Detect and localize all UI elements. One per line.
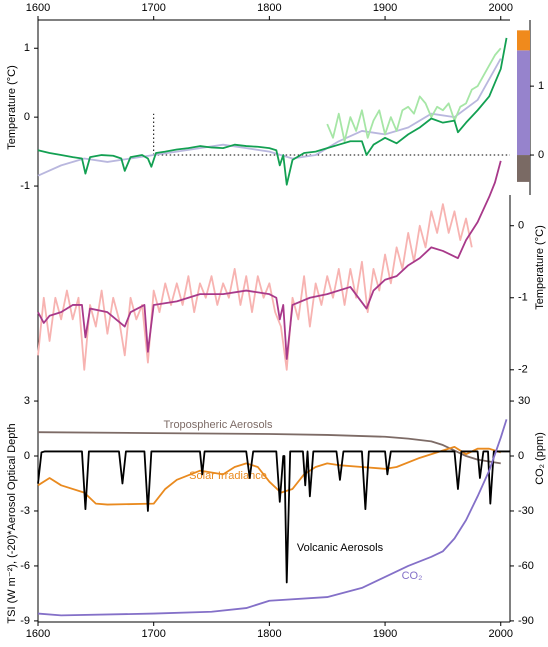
y-tick-label: 3	[24, 395, 30, 407]
series-line	[37, 450, 510, 584]
series-line	[37, 445, 502, 506]
series-line	[37, 160, 502, 360]
y-tick-label: -1	[518, 292, 528, 304]
y2-tick-label: 0	[538, 149, 544, 161]
y2-tick-label: 1	[538, 80, 544, 92]
x-tick-label: 1800	[257, 2, 281, 14]
y-axis-label: Temperature (°C)	[534, 225, 546, 309]
x-tick-label: 1900	[373, 2, 397, 14]
series-line	[37, 203, 473, 371]
y-tick-label: -3	[20, 505, 30, 517]
y-tick-label: 0	[518, 220, 524, 232]
series-label: Volcanic Aerosols	[297, 542, 384, 554]
y-tick-label: -2	[518, 364, 528, 376]
x-tick-label: 1700	[141, 2, 165, 14]
y2-tick-label: 0	[518, 450, 524, 462]
y2-tick-label: -90	[518, 615, 534, 627]
bar-segment	[517, 50, 530, 156]
series-label: Solar Irradiance	[189, 470, 267, 482]
y-axis-label: Temperature (°C)	[6, 65, 18, 149]
y2-tick-label: -60	[518, 560, 534, 572]
x-tick-label: 1600	[26, 2, 50, 14]
y-axis-label: TSI (W m⁻²), (-20)*Aerosol Optical Depth	[6, 423, 18, 623]
y2-tick-label: -30	[518, 505, 534, 517]
y-tick-label: -6	[20, 560, 30, 572]
bar-segment	[517, 30, 530, 51]
bar-segment	[517, 155, 530, 182]
x-tick-label: 2000	[489, 628, 513, 640]
y-tick-label: -1	[20, 180, 30, 192]
y-tick-label: 0	[24, 450, 30, 462]
x-tick-label: 1600	[26, 628, 50, 640]
x-tick-label: 1800	[257, 628, 281, 640]
series-line	[37, 37, 508, 186]
series-line	[37, 419, 508, 617]
series-label: Tropospheric Aerosols	[163, 419, 273, 431]
x-tick-label: 1700	[141, 628, 165, 640]
x-tick-label: 2000	[489, 2, 513, 14]
x-tick-label: 1900	[373, 628, 397, 640]
y-tick-label: 1	[24, 42, 30, 54]
y2-axis-label: CO₂ (ppm)	[534, 432, 546, 485]
series-line	[37, 431, 501, 465]
series-line	[326, 47, 502, 143]
series-line	[37, 58, 502, 177]
series-label: CO₂	[402, 570, 423, 582]
y-tick-label: 0	[24, 111, 30, 123]
y-tick-label: -9	[20, 615, 30, 627]
y2-tick-label: 30	[518, 395, 530, 407]
